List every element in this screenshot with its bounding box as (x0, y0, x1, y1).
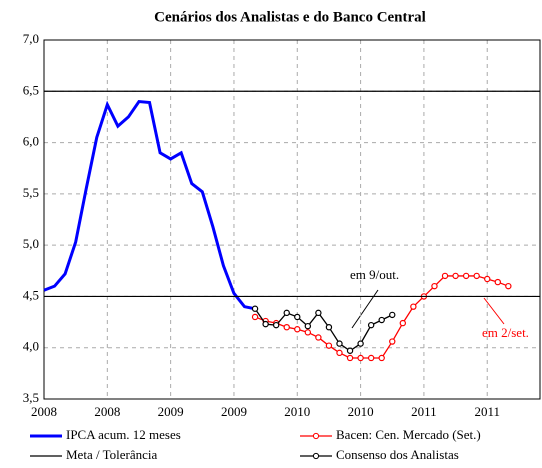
y-tick-label: 6,0 (23, 134, 39, 149)
y-tick-label: 4,5 (23, 287, 39, 302)
point (399, 319, 407, 327)
x-tick-label: 2009 (221, 404, 247, 419)
point (389, 338, 396, 345)
point (367, 321, 375, 329)
x-tick-label: 2011 (474, 404, 500, 419)
point (378, 316, 385, 324)
point (389, 311, 396, 319)
point (452, 272, 459, 280)
x-tick-label: 2008 (31, 404, 57, 419)
point (357, 340, 364, 347)
legend-label: IPCA acum. 12 meses (66, 427, 181, 442)
point (294, 313, 301, 321)
plot-frame (43, 39, 541, 400)
point (484, 275, 491, 283)
legend-label: Consenso dos Analistas (336, 447, 459, 462)
x-tick-label: 2009 (158, 404, 184, 419)
y-tick-label: 5,0 (23, 236, 39, 251)
y-tick-label: 3,5 (23, 390, 39, 405)
x-tick-label: 2010 (284, 404, 310, 419)
point (294, 326, 301, 333)
y-tick-label: 7,0 (23, 31, 39, 46)
point (325, 342, 333, 349)
annotation: em 2/set. (482, 325, 529, 340)
y-tick-label: 5,5 (23, 185, 39, 200)
point (473, 272, 480, 280)
point (336, 340, 343, 347)
series-line (254, 308, 393, 352)
series-line (43, 99, 256, 311)
point (410, 303, 417, 310)
legend-label: Meta / Tolerância (66, 447, 157, 462)
x-tick-label: 2010 (348, 404, 374, 419)
legend-label: Bacen: Cen. Mercado (Set.) (336, 427, 481, 442)
legend-marker (312, 452, 320, 460)
point (304, 329, 312, 336)
x-tick-label: 2008 (94, 404, 120, 419)
point (283, 309, 290, 317)
point (315, 334, 322, 341)
annotation-pointer (483, 297, 505, 325)
point (494, 278, 501, 286)
point (441, 272, 449, 280)
point (251, 305, 259, 312)
y-tick-label: 4,0 (23, 339, 39, 354)
y-tick-label: 6,5 (23, 82, 39, 97)
point (315, 309, 322, 317)
point (346, 347, 354, 354)
point (304, 322, 312, 330)
point (262, 320, 269, 328)
chart-title: Cenários dos Analistas e do Banco Centra… (154, 9, 426, 25)
point (505, 282, 512, 290)
point (272, 321, 280, 329)
annotation: em 9/out. (350, 267, 399, 282)
annotation-pointer (351, 289, 379, 329)
point (325, 324, 333, 331)
point (367, 354, 375, 362)
point (431, 282, 438, 290)
legend-marker (312, 432, 320, 440)
point (346, 354, 354, 362)
x-tick-label: 2011 (411, 404, 437, 419)
point (283, 324, 290, 331)
point (336, 349, 343, 357)
point (462, 272, 470, 280)
point (357, 354, 364, 362)
point (251, 313, 259, 321)
point (378, 354, 385, 362)
